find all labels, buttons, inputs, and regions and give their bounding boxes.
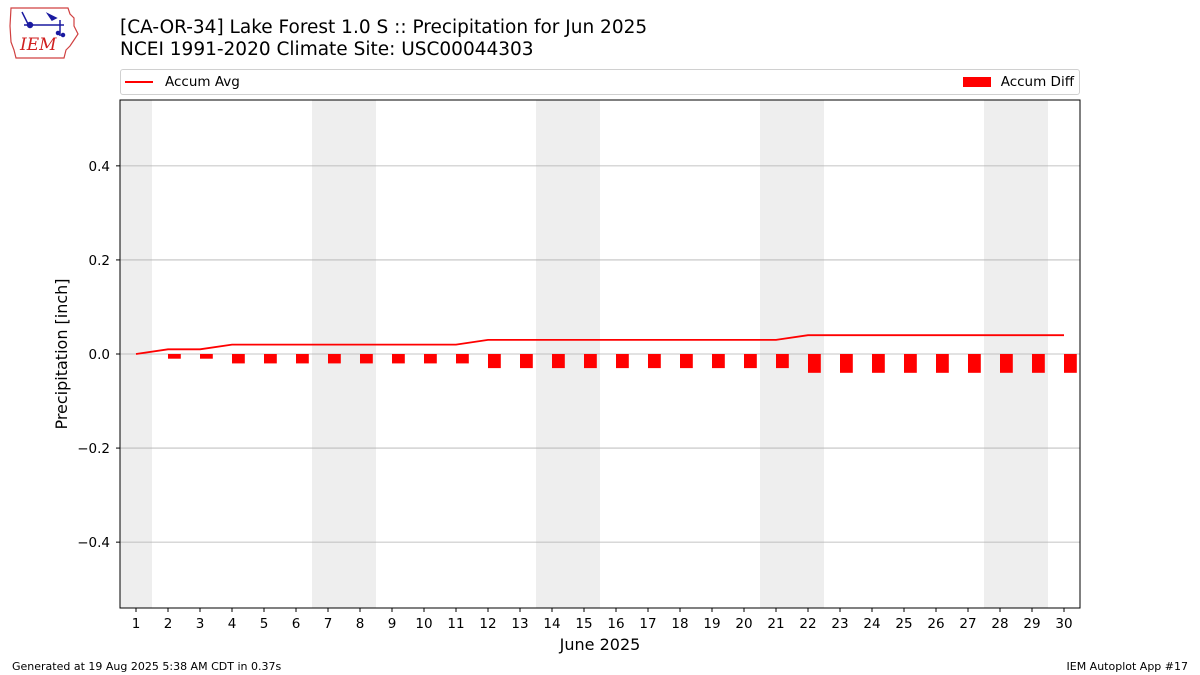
x-tick-label: 6 (292, 616, 301, 632)
x-tick-label: 12 (479, 616, 496, 632)
bar-day-30 (1064, 354, 1077, 373)
bar-day-22 (808, 354, 821, 373)
bar-day-3 (200, 354, 213, 359)
x-tick-label: 30 (1055, 616, 1072, 632)
bar-day-9 (392, 354, 405, 364)
legend-label-accum-diff: Accum Diff (1000, 74, 1074, 90)
bar-day-17 (648, 354, 661, 369)
accum-avg-line (135, 334, 1064, 355)
x-tick-label: 9 (388, 616, 397, 632)
bar-day-5 (264, 354, 277, 364)
bar-day-6 (296, 354, 309, 364)
bar-day-15 (584, 354, 597, 369)
iem-logo: IEM (9, 7, 79, 59)
bar-day-21 (776, 354, 789, 369)
legend-label-accum-avg: Accum Avg (165, 74, 240, 90)
x-tick-label: 5 (260, 616, 269, 632)
x-tick-label: 8 (356, 616, 365, 632)
y-axis-ticks: −0.4 −0.2 0.0 0.2 0.4 (77, 159, 120, 551)
bar-day-11 (456, 354, 469, 364)
chart-title-line2: NCEI 1991-2020 Climate Site: USC00044303 (120, 39, 534, 60)
app-label: IEM Autoplot App #17 (1066, 660, 1189, 673)
bar-day-27 (968, 354, 981, 373)
bar-day-23 (840, 354, 853, 373)
bar-day-7 (328, 354, 341, 364)
x-tick-label: 28 (991, 616, 1008, 632)
bar-day-8 (360, 354, 373, 364)
x-tick-label: 16 (607, 616, 624, 632)
chart-legend: Accum Avg Accum Diff (120, 69, 1080, 95)
x-tick-label: 29 (1023, 616, 1040, 632)
x-tick-label: 18 (671, 616, 688, 632)
bar-day-18 (680, 354, 693, 369)
x-tick-label: 22 (799, 616, 816, 632)
x-axis-ticks: 1 2 3 4 5 6 7 8 9 10 11 12 13 14 15 16 17 18 19 20 21 22 23 24 2… (132, 608, 1073, 632)
x-tick-label: 25 (895, 616, 912, 632)
bar-day-2 (168, 354, 181, 359)
x-tick-label: 7 (324, 616, 333, 632)
generated-timestamp: Generated at 19 Aug 2025 5:38 AM CDT in … (12, 660, 282, 673)
bar-day-12 (488, 354, 501, 369)
x-tick-label: 1 (132, 616, 141, 632)
x-tick-label: 10 (415, 616, 432, 632)
bar-day-10 (424, 354, 437, 364)
bar-day-19 (712, 354, 725, 369)
bar-day-13 (520, 354, 533, 369)
x-tick-label: 11 (447, 616, 464, 632)
bar-day-25 (904, 354, 917, 373)
x-tick-label: 21 (767, 616, 784, 632)
x-tick-label: 13 (511, 616, 528, 632)
legend-bar-swatch (962, 77, 991, 87)
x-tick-label: 20 (735, 616, 752, 632)
y-axis-label: Precipitation [inch] (52, 278, 71, 429)
chart-title-line1: [CA-OR-34] Lake Forest 1.0 S :: Precipit… (120, 17, 648, 38)
x-tick-label: 27 (959, 616, 976, 632)
y-tick-label: 0.0 (89, 347, 110, 363)
bar-day-16 (616, 354, 629, 369)
bar-day-24 (872, 354, 885, 373)
bar-day-4 (232, 354, 245, 364)
legend-item-accum-avg: Accum Avg (125, 74, 240, 90)
bar-day-20 (744, 354, 757, 369)
bar-day-26 (936, 354, 949, 373)
x-axis-label: June 2025 (559, 635, 641, 654)
y-tick-label: 0.4 (89, 159, 110, 175)
legend-line-swatch (125, 81, 153, 83)
y-tick-label: 0.2 (89, 253, 110, 269)
x-tick-label: 23 (831, 616, 848, 632)
bar-day-29 (1032, 354, 1045, 373)
chart-title: [CA-OR-34] Lake Forest 1.0 S :: Precipit… (120, 17, 647, 61)
x-tick-label: 24 (863, 616, 880, 632)
legend-item-accum-diff: Accum Diff (962, 74, 1074, 90)
x-tick-label: 26 (927, 616, 944, 632)
accum-avg-line-group (135, 334, 1064, 355)
x-tick-label: 4 (228, 616, 237, 632)
accum-diff-bars (168, 354, 1077, 373)
svg-text:IEM: IEM (19, 35, 57, 55)
x-tick-label: 2 (164, 616, 173, 632)
x-tick-label: 15 (575, 616, 592, 632)
x-tick-label: 19 (703, 616, 720, 632)
bar-day-28 (1000, 354, 1013, 373)
x-tick-label: 14 (543, 616, 560, 632)
x-tick-label: 3 (196, 616, 205, 632)
y-tick-label: −0.4 (77, 535, 110, 551)
y-tick-label: −0.2 (77, 441, 110, 457)
grid-lines (120, 165, 1080, 543)
x-tick-label: 17 (639, 616, 656, 632)
bar-day-14 (552, 354, 565, 369)
